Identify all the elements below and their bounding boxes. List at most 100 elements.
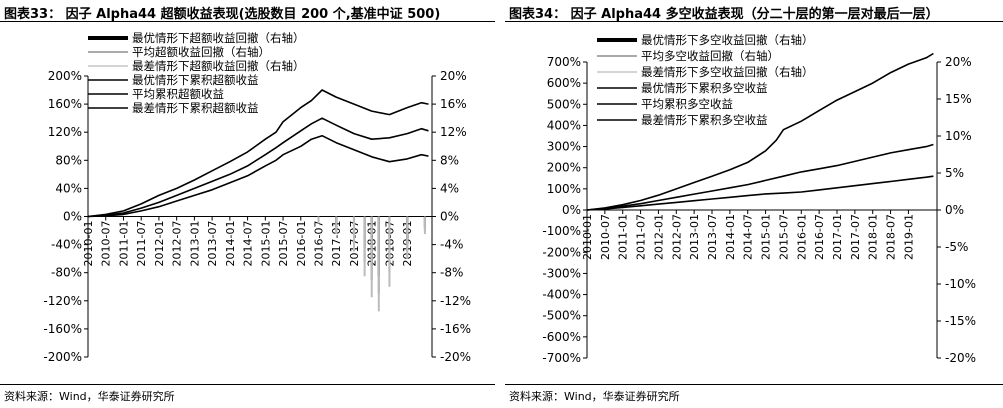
x-tick-label: 2015-01 (760, 214, 773, 260)
x-tick-label: 2013-07 (706, 214, 719, 260)
legend-label: 最差情形下多空收益回撤（右轴） (641, 65, 814, 79)
y-left-tick-label: 100% (547, 182, 581, 196)
y-left-tick-label: 600% (547, 76, 581, 90)
legend-label: 最差情形下累积超额收益 (132, 101, 259, 115)
y-right-tick-label: 5% (945, 166, 964, 180)
x-tick-label: 2014-01 (224, 220, 237, 266)
x-tick-label: 2010-01 (581, 214, 594, 260)
x-tick-label: 2017-07 (849, 214, 862, 260)
y-right-tick-label: 8% (440, 153, 459, 167)
y-left-tick-label: 80% (55, 153, 82, 167)
y-right-tick-label: 16% (440, 97, 467, 111)
y-right-tick-label: 10% (945, 129, 972, 143)
y-right-tick-label: 20% (945, 55, 972, 69)
y-left-tick-label: -400% (542, 288, 581, 302)
legend-label: 最优情形下多空收益回撤（右轴） (641, 33, 814, 47)
x-tick-label: 2013-01 (188, 221, 201, 267)
y-left-tick-label: -700% (542, 351, 581, 365)
excess-return-chart: -200% -160% -120% -80% -40% 0% 40% 80% 120% 160% 2… (43, 31, 471, 364)
y-left-tick-label: 0% (63, 210, 82, 224)
title-divider (505, 21, 1003, 22)
y-left-tick-label: 40% (55, 181, 82, 195)
legend-label: 最差情形下超额收益回撤（右轴） (132, 59, 305, 73)
x-tick-label: 2014-07 (742, 214, 755, 260)
y-left-tick-label: -600% (542, 330, 581, 344)
x-tick-label: 2015-01 (259, 221, 272, 267)
y-right-tick-label: 0% (440, 210, 459, 224)
chart-source: 资料来源：Wind，华泰证券研究所 (4, 390, 175, 403)
y-left-tick-label: -200% (43, 350, 82, 364)
legend-label: 平均超额收益回撤（右轴） (132, 45, 270, 59)
footer-divider (505, 384, 1003, 385)
x-tick-label: 2018-07 (885, 214, 898, 260)
x-tick-label: 2011-07 (635, 214, 648, 260)
y-left-tick-label: -200% (542, 245, 581, 259)
x-tick-label: 2010-01 (82, 221, 95, 267)
chart-title: 图表33： 因子 Alpha44 超额收益表现(选股数目 200 个,基准中证 … (4, 7, 441, 22)
y-left-tick-label: 160% (48, 97, 82, 111)
series-line-2 (586, 175, 934, 211)
series-line-1 (586, 143, 934, 211)
x-tick-label: 2013-01 (688, 214, 701, 260)
legend-label: 平均累积多空收益 (641, 97, 733, 111)
y-left-tick-label: -100% (542, 224, 581, 238)
y-left-tick-label: 0% (562, 203, 581, 217)
series-line-2 (87, 134, 429, 218)
y-right-tick-label: -20% (945, 351, 976, 365)
x-tick-label: 2012-07 (670, 214, 683, 260)
y-left-tick-label: 200% (48, 69, 82, 83)
chart-title: 图表34： 因子 Alpha44 多空收益表现（分二十层的第一层对最后一层） (509, 7, 939, 22)
legend-label: 最优情形下超额收益回撤（右轴） (132, 31, 305, 45)
y-right-tick-label: 0% (945, 203, 964, 217)
x-tick-label: 2018-01 (867, 214, 880, 260)
series-line-0 (87, 89, 429, 218)
chart-source: 资料来源：Wind，华泰证券研究所 (509, 390, 680, 403)
y-left-tick-label: 120% (48, 125, 82, 139)
y-left-tick-label: -300% (542, 266, 581, 280)
y-left-tick-label: -40% (51, 238, 82, 252)
x-tick-label: 2016-07 (313, 221, 326, 267)
y-left-tick-label: 300% (547, 140, 581, 154)
y-left-tick-label: -160% (43, 322, 82, 336)
x-tick-label: 2016-01 (795, 214, 808, 260)
y-left-tick-label: -80% (51, 266, 82, 280)
x-tick-label: 2010-07 (100, 221, 113, 267)
x-tick-label: 2019-01 (902, 214, 915, 260)
legend-label: 最优情形下累积超额收益 (132, 73, 259, 87)
y-right-tick-label: -5% (945, 240, 968, 254)
x-tick-label: 2013-07 (206, 221, 219, 267)
title-divider (0, 21, 495, 22)
chart-panel-alpha44-longshort: 图表34： 因子 Alpha44 多空收益表现（分二十层的第一层对最后一层） -… (505, 0, 1003, 408)
y-right-tick-label: 4% (440, 181, 459, 195)
series-line-0 (586, 52, 934, 211)
y-right-tick-label: -8% (440, 266, 463, 280)
y-left-tick-label: -120% (43, 294, 82, 308)
x-tick-label: 2012-01 (652, 214, 665, 260)
x-tick-label: 2012-01 (153, 221, 166, 267)
y-right-tick-label: 12% (440, 125, 467, 139)
y-right-tick-label: -4% (440, 238, 463, 252)
x-tick-label: 2014-01 (724, 214, 737, 260)
legend-label: 平均累积超额收益 (132, 87, 224, 101)
legend-label: 最优情形下累积多空收益 (641, 81, 768, 95)
long-short-return-chart: -700% -600% -500% -400% -300% -200% -100% 0% 100… (542, 33, 976, 365)
y-left-tick-label: -500% (542, 309, 581, 323)
x-tick-label: 2015-07 (277, 221, 290, 267)
y-right-tick-label: 15% (945, 92, 972, 106)
x-tick-label: 2011-07 (135, 221, 148, 267)
x-tick-label: 2015-07 (777, 214, 790, 260)
y-left-tick-label: 500% (547, 97, 581, 111)
x-tick-label: 2017-01 (330, 221, 343, 267)
y-right-tick-label: -16% (440, 322, 471, 336)
x-tick-label: 2011-01 (617, 214, 630, 260)
legend-label: 最差情形下累积多空收益 (641, 113, 768, 127)
x-tick-label: 2010-07 (599, 214, 612, 260)
x-tick-label: 2017-01 (831, 214, 844, 260)
series-line-1 (87, 117, 429, 218)
y-right-tick-label: 20% (440, 69, 467, 83)
x-tick-label: 2016-07 (813, 214, 826, 260)
y-left-tick-label: 200% (547, 161, 581, 175)
x-tick-label: 2012-07 (171, 221, 184, 267)
y-right-tick-label: -10% (945, 277, 976, 291)
y-right-tick-label: -12% (440, 294, 471, 308)
